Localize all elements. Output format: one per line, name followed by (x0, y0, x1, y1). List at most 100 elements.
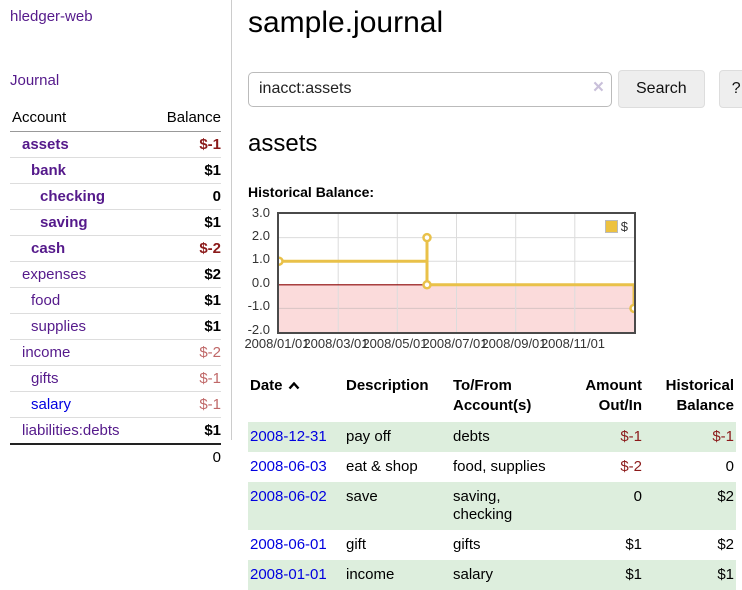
account-row: supplies $1 (10, 313, 221, 339)
clear-search-icon[interactable]: × (592, 76, 604, 98)
account-balance: $-1 (199, 136, 221, 153)
transaction-amount: $1 (625, 566, 642, 583)
transaction-balance: $1 (717, 566, 734, 583)
x-tick-label: 2008/05/01 (362, 336, 428, 351)
transaction-date-link[interactable]: 2008-06-01 (250, 536, 327, 553)
transaction-accounts: salary (453, 566, 494, 583)
account-row: assets $-1 (10, 132, 221, 157)
register-header-row: Date Description To/From Account(s) Amou… (248, 374, 736, 422)
transaction-date-link[interactable]: 2008-12-31 (250, 428, 327, 445)
account-row: saving $1 (10, 209, 221, 235)
accounts-table: Account Balance assets $-1 bank $1 check… (10, 105, 221, 470)
transaction-description: eat & shop (346, 458, 418, 475)
account-balance: 0 (212, 188, 221, 205)
account-link-gifts[interactable]: gifts (31, 370, 59, 387)
account-row: income $-2 (10, 339, 221, 365)
transaction-balance: 0 (725, 458, 734, 475)
sidebar-item-journal[interactable]: Journal (10, 72, 60, 89)
search-input[interactable] (248, 71, 612, 107)
app-title-link[interactable]: hledger-web (10, 8, 93, 25)
transaction-description: gift (346, 536, 367, 553)
x-tick-label: 2008/07/01 (422, 336, 488, 351)
legend-label: $ (620, 219, 628, 234)
account-link-liabilities-debts[interactable]: liabilities:debts (22, 422, 120, 439)
balance-column-header: Historical Balance (665, 377, 734, 414)
accounts-column-header: To/From Account(s) (453, 377, 532, 414)
account-balance: $-1 (199, 370, 221, 387)
account-link-cash[interactable]: cash (31, 240, 66, 257)
account-link-income[interactable]: income (22, 344, 71, 361)
account-link-food[interactable]: food (31, 292, 61, 309)
transaction-description: save (346, 488, 378, 505)
account-link-bank[interactable]: bank (31, 162, 67, 179)
account-balance: $1 (204, 422, 221, 439)
register-row: 2008-06-01 gift gifts $1 $2 (248, 530, 736, 560)
transaction-amount: 0 (633, 488, 642, 505)
accounts-table-header: Account Balance (10, 105, 221, 132)
transaction-amount: $1 (625, 536, 642, 553)
sort-ascending-icon (288, 377, 300, 394)
sidebar: hledger-web Journal Account Balance asse… (0, 0, 232, 466)
search-form: × Search ? (248, 70, 742, 108)
y-tick-label: 2.0 (251, 228, 270, 243)
account-balance: $1 (204, 292, 221, 309)
account-balance: $1 (204, 162, 221, 179)
chart-section-label: Historical Balance: (248, 184, 375, 200)
register-row: 2008-06-03 eat & shop food, supplies $-2… (248, 452, 736, 482)
amount-column-header: Amount Out/In (585, 377, 642, 414)
transaction-balance: $2 (717, 536, 734, 553)
y-tick-label: 3.0 (251, 205, 270, 220)
account-column-header: Account (12, 109, 67, 126)
account-row: liabilities:debts $1 (10, 417, 221, 443)
register-row: 2008-01-01 income salary $1 $1 (248, 560, 736, 590)
transaction-accounts: saving, checking (453, 488, 513, 523)
account-link-supplies[interactable]: supplies (31, 318, 87, 335)
account-balance: $1 (204, 318, 221, 335)
account-link-checking[interactable]: checking (40, 188, 106, 205)
transaction-description: pay off (346, 428, 391, 445)
account-row: cash $-2 (10, 235, 221, 261)
transaction-balance: $2 (717, 488, 734, 505)
account-row: gifts $-1 (10, 365, 221, 391)
y-tick-label: -1.0 (247, 298, 270, 313)
x-tick-label: 2008/01/01 (244, 336, 310, 351)
accounts-total: 0 (10, 443, 221, 470)
account-balance: $1 (204, 214, 221, 231)
historical-balance-chart: 3.0 2.0 1.0 0.0 -1.0 -2.0 (244, 205, 736, 352)
account-link-expenses[interactable]: expenses (22, 266, 87, 283)
account-row: expenses $2 (10, 261, 221, 287)
balance-column-header: Balance (166, 109, 221, 126)
transaction-accounts: food, supplies (453, 458, 546, 475)
transaction-amount: $-1 (620, 428, 642, 445)
transaction-date-link[interactable]: 2008-01-01 (250, 566, 327, 583)
search-button[interactable]: Search (618, 70, 705, 108)
transaction-accounts: gifts (453, 536, 481, 553)
help-button[interactable]: ? (718, 70, 742, 108)
x-tick-label: 2008/11/01 (540, 336, 606, 351)
register-table: Date Description To/From Account(s) Amou… (248, 374, 736, 590)
account-link-saving[interactable]: saving (40, 214, 88, 231)
chart-legend: $ (602, 218, 630, 235)
date-header-label: Date (250, 377, 283, 394)
account-balance: $-2 (199, 240, 221, 257)
register-row: 2008-12-31 pay off debts $-1 $-1 (248, 422, 736, 452)
main-content: sample.journal × Search ? assets Histori… (244, 0, 742, 590)
page-title: sample.journal (248, 6, 444, 39)
series-swatch-icon (604, 220, 618, 233)
description-column-header: Description (346, 377, 429, 394)
account-row: food $1 (10, 287, 221, 313)
transaction-description: income (346, 566, 395, 583)
x-tick-label: 2008/03/01 (303, 336, 369, 351)
account-balance: $-2 (199, 344, 221, 361)
y-tick-label: 1.0 (251, 251, 270, 266)
account-link-salary[interactable]: salary (31, 396, 72, 413)
date-column-header[interactable]: Date (248, 374, 344, 422)
account-link-assets[interactable]: assets (22, 136, 69, 153)
chart-canvas (274, 214, 639, 332)
y-tick-label: 0.0 (251, 275, 270, 290)
y-tick-label: -2.0 (247, 322, 270, 337)
x-tick-label: 2008/09/01 (481, 336, 547, 351)
transaction-date-link[interactable]: 2008-06-02 (250, 488, 327, 505)
transaction-accounts: debts (453, 428, 490, 445)
transaction-date-link[interactable]: 2008-06-03 (250, 458, 327, 475)
